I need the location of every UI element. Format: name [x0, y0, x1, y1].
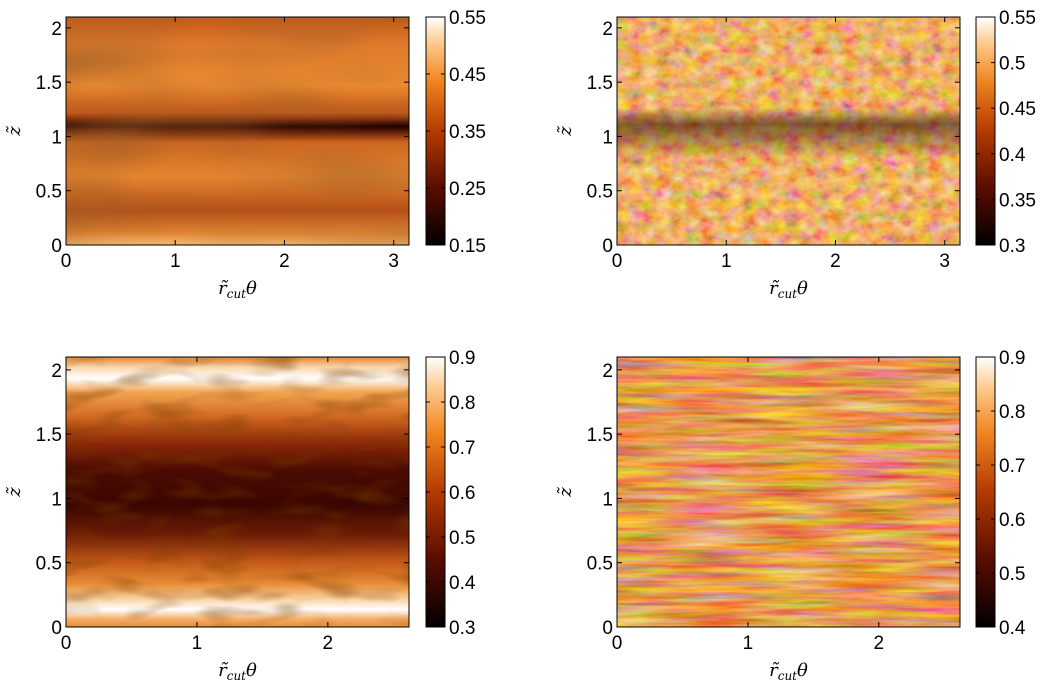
colorbar: 0.4 0.5 0.6 0.7 0.8 0.9: [975, 348, 1026, 639]
plot-frame: [616, 16, 961, 246]
colorbar-tick-label: 0.8: [999, 402, 1025, 423]
colorbar-tick-label: 0.4: [449, 573, 476, 594]
x-tick-label: 2: [323, 633, 334, 654]
x-tick-label: 1: [743, 633, 754, 654]
x-tick-label: 0: [612, 633, 623, 654]
plot-frame: [65, 356, 410, 628]
colorbar-scale: [975, 16, 996, 246]
x-tick-label: 1: [192, 633, 203, 654]
y-tick-label: 1: [51, 127, 62, 148]
y-tick-label: 0: [602, 618, 613, 639]
x-tick-label: 3: [388, 251, 399, 272]
x-axis-label: r̃cutθ: [769, 660, 808, 681]
y-tick-label: 0.5: [36, 554, 62, 575]
heatmap-panel-4: 0 1 2 0 0.5 1 1.5 2 r̃cutθ z̃ 0.4 0.5 0.6 0.7 0.8 0.9: [555, 348, 1026, 681]
y-tick-label: 2: [51, 361, 62, 382]
colorbar-tick-label: 0.45: [999, 99, 1036, 120]
plot-frame: [616, 356, 961, 628]
colorbar: 0.3 0.35 0.4 0.45 0.5 0.55: [975, 8, 1036, 257]
y-tick-label: 2: [602, 19, 613, 40]
x-axis-label: r̃cutθ: [769, 278, 808, 301]
colorbar: 0.15 0.25 0.35 0.45 0.55: [425, 8, 486, 257]
colorbar-tick-label: 0.55: [999, 8, 1036, 29]
y-tick-label: 0: [602, 236, 613, 257]
heatmap-field: [66, 357, 409, 627]
y-axis-label: z̃: [4, 126, 25, 137]
colorbar-tick-label: 0.9: [999, 348, 1025, 369]
x-tick-label: 0: [612, 251, 623, 272]
colorbar-tick-label: 0.7: [449, 438, 475, 459]
x-tick-label: 0: [61, 251, 72, 272]
y-tick-label: 0: [51, 236, 62, 257]
colorbar-tick-label: 0.6: [449, 483, 475, 504]
x-tick-label: 3: [939, 251, 950, 272]
heatmap-panel-2: 0 1 2 300.511.52r̃cutθz̃0.30.350.40.450.50.…: [555, 8, 1036, 301]
y-tick-label: 2: [51, 19, 62, 40]
colorbar-tick-label: 0.5: [999, 54, 1025, 75]
colorbar-tick-label: 0.55: [449, 8, 486, 29]
y-tick-label: 0.5: [587, 182, 613, 203]
y-tick-label: 1.5: [36, 73, 62, 94]
colorbar-tick-label: 0.15: [449, 236, 486, 257]
y-tick-label: 0: [51, 618, 62, 639]
y-tick-label: 1.5: [587, 73, 613, 94]
x-axis-label: r̃cutθ: [218, 660, 257, 681]
colorbar-tick-label: 0.45: [449, 65, 486, 86]
plot-frame: [65, 16, 410, 246]
y-tick-label: 0.5: [36, 182, 62, 203]
x-tick-label: 2: [279, 251, 290, 272]
x-tick-label: 2: [874, 633, 885, 654]
x-tick-label: 2: [830, 251, 841, 272]
heatmap-field: [66, 17, 409, 245]
colorbar-tick-label: 0.6: [999, 510, 1025, 531]
colorbar-tick-label: 0.3: [999, 236, 1025, 257]
colorbar-tick-label: 0.5: [999, 564, 1025, 585]
x-axis-label: r̃cutθ: [218, 278, 257, 301]
colorbar-tick-label: 0.5: [449, 528, 475, 549]
colorbar-tick-label: 0.3: [449, 618, 475, 639]
y-tick-label: 0.5: [587, 554, 613, 575]
y-tick-label: 1.5: [587, 425, 613, 446]
heatmap-panel-3: 0 1 200.511.52r̃cutθz̃0.30.40.50.60.70.80.…: [4, 348, 476, 681]
x-tick-label: 1: [721, 251, 732, 272]
y-axis-label: z̃: [4, 487, 25, 498]
colorbar-tick-label: 0.7: [999, 456, 1025, 477]
colorbar-tick-label: 0.4: [999, 145, 1026, 166]
heatmap-field: [617, 357, 960, 627]
y-tick-label: 1: [602, 489, 613, 510]
colorbar-tick-label: 0.35: [999, 190, 1036, 211]
colorbar-tick-label: 0.35: [449, 122, 486, 143]
y-tick-label: 1: [51, 489, 62, 510]
colorbar-scale: [975, 356, 996, 628]
y-tick-label: 1: [602, 127, 613, 148]
x-tick-label: 1: [170, 251, 181, 272]
heatmap-field: [617, 17, 960, 245]
y-tick-label: 1.5: [36, 425, 62, 446]
colorbar-tick-label: 0.4: [999, 618, 1026, 639]
colorbar-tick-label: 0.8: [449, 393, 475, 414]
y-axis-label: z̃: [555, 487, 576, 498]
colorbar: 0.3 0.4 0.5 0.6 0.7 0.8 0.9: [425, 348, 476, 639]
colorbar-tick-label: 0.9: [449, 348, 475, 369]
y-tick-label: 2: [602, 361, 613, 382]
y-axis-label: z̃: [555, 126, 576, 137]
colorbar-tick-label: 0.25: [449, 179, 486, 200]
x-tick-label: 0: [61, 633, 72, 654]
heatmap-panel-1: 0 1 2 3 0 0.5 1 1.5 2 r̃cutθ z̃ 0.15 0.25 0.35 0.45 0.5…: [4, 8, 486, 301]
